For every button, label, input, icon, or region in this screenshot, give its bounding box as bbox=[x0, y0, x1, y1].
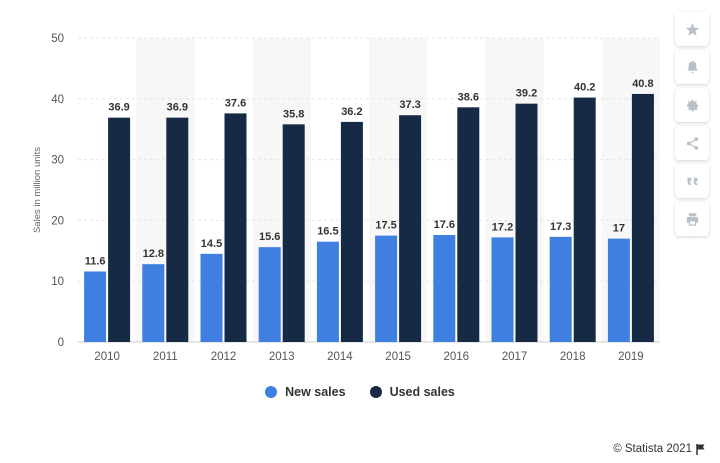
bar-used-sales bbox=[108, 117, 131, 342]
data-label: 40.8 bbox=[632, 78, 653, 90]
data-label: 36.9 bbox=[108, 102, 129, 114]
bar-new-sales bbox=[142, 264, 165, 342]
print-button[interactable] bbox=[675, 202, 709, 236]
bar-used-sales bbox=[399, 115, 422, 342]
data-label: 37.3 bbox=[399, 99, 420, 111]
y-tick-label: 10 bbox=[51, 276, 64, 288]
x-tick-label: 2018 bbox=[560, 351, 586, 363]
y-tick-label: 30 bbox=[51, 155, 64, 167]
data-label: 11.6 bbox=[85, 255, 106, 267]
x-tick-label: 2019 bbox=[618, 351, 644, 363]
bar-new-sales bbox=[433, 234, 456, 342]
data-label: 36.2 bbox=[341, 106, 362, 118]
bar-used-sales bbox=[282, 124, 305, 342]
legend-label-used-sales: Used sales bbox=[389, 385, 455, 399]
bar-new-sales bbox=[200, 253, 223, 342]
data-label: 17.5 bbox=[375, 220, 396, 232]
share-icon bbox=[686, 136, 698, 150]
legend-item-used-sales[interactable]: Used sales bbox=[369, 385, 455, 399]
y-tick-label: 40 bbox=[51, 94, 64, 106]
data-label: 14.5 bbox=[201, 238, 222, 250]
y-tick-label: 50 bbox=[51, 33, 64, 45]
x-tick-label: 2012 bbox=[211, 351, 237, 363]
bar-new-sales bbox=[375, 235, 398, 342]
x-tick-label: 2017 bbox=[502, 351, 528, 363]
y-axis-label: Sales in million units bbox=[32, 147, 43, 233]
data-label: 40.2 bbox=[574, 82, 595, 94]
bar-used-sales bbox=[573, 97, 596, 342]
bar-new-sales bbox=[549, 236, 572, 342]
data-label: 17.3 bbox=[550, 221, 571, 233]
data-label: 17.2 bbox=[492, 221, 513, 233]
bell-icon bbox=[687, 60, 697, 73]
bar-used-sales bbox=[515, 103, 538, 342]
credit-text: © Statista 2021 bbox=[613, 443, 692, 455]
data-label: 17 bbox=[613, 223, 625, 235]
bar-used-sales bbox=[631, 93, 654, 342]
bar-new-sales bbox=[607, 238, 630, 342]
data-label: 38.6 bbox=[458, 91, 479, 103]
bar-new-sales bbox=[491, 237, 514, 342]
bar-new-sales bbox=[316, 241, 339, 342]
y-tick-label: 0 bbox=[58, 337, 64, 349]
x-tick-label: 2010 bbox=[94, 351, 120, 363]
bar-used-sales bbox=[166, 117, 189, 342]
x-tick-label: 2011 bbox=[153, 351, 178, 363]
legend-marker-used-sales bbox=[369, 386, 382, 398]
legend-item-new-sales[interactable]: New sales bbox=[265, 385, 346, 399]
x-tick-label: 2015 bbox=[385, 351, 411, 363]
sidebar-toolbar bbox=[675, 12, 709, 236]
data-label: 39.2 bbox=[516, 88, 537, 100]
notification-button[interactable] bbox=[675, 50, 709, 84]
settings-button[interactable] bbox=[675, 88, 709, 122]
data-label: 36.9 bbox=[167, 102, 188, 114]
data-label: 12.8 bbox=[143, 248, 164, 260]
flag-icon bbox=[696, 443, 705, 455]
print-icon bbox=[686, 212, 698, 226]
bar-new-sales bbox=[84, 271, 107, 342]
share-button[interactable] bbox=[675, 126, 709, 160]
bar-used-sales bbox=[224, 113, 247, 342]
cite-button[interactable] bbox=[675, 164, 709, 198]
x-tick-label: 2016 bbox=[444, 351, 470, 363]
statista-credit[interactable]: © Statista 2021 bbox=[613, 443, 706, 455]
data-label: 16.5 bbox=[317, 226, 338, 238]
bar-used-sales bbox=[457, 107, 480, 342]
bar-new-sales bbox=[258, 247, 281, 342]
data-label: 17.6 bbox=[434, 219, 455, 231]
y-tick-label: 20 bbox=[51, 215, 64, 227]
chart-legend: New sales Used sales bbox=[0, 385, 720, 399]
quote-icon bbox=[687, 177, 697, 185]
data-label: 15.6 bbox=[259, 231, 280, 243]
data-label: 37.6 bbox=[225, 97, 246, 109]
x-tick-label: 2014 bbox=[327, 351, 353, 363]
star-icon bbox=[685, 22, 699, 36]
legend-marker-new-sales bbox=[265, 386, 278, 398]
x-tick-label: 2013 bbox=[269, 351, 295, 363]
bar-used-sales bbox=[340, 121, 363, 343]
legend-label-new-sales: New sales bbox=[285, 385, 346, 399]
data-label: 35.8 bbox=[283, 108, 304, 120]
star-button[interactable] bbox=[675, 12, 709, 46]
gear-icon bbox=[686, 99, 698, 111]
